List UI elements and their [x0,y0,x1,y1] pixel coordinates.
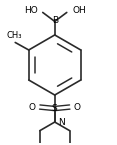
Text: CH₃: CH₃ [7,31,22,40]
Text: S: S [52,104,58,113]
Text: OH: OH [73,6,86,15]
Text: B: B [52,16,59,25]
Text: O: O [73,103,80,112]
Text: O: O [29,103,36,112]
Text: HO: HO [24,6,37,15]
Text: N: N [58,118,65,127]
